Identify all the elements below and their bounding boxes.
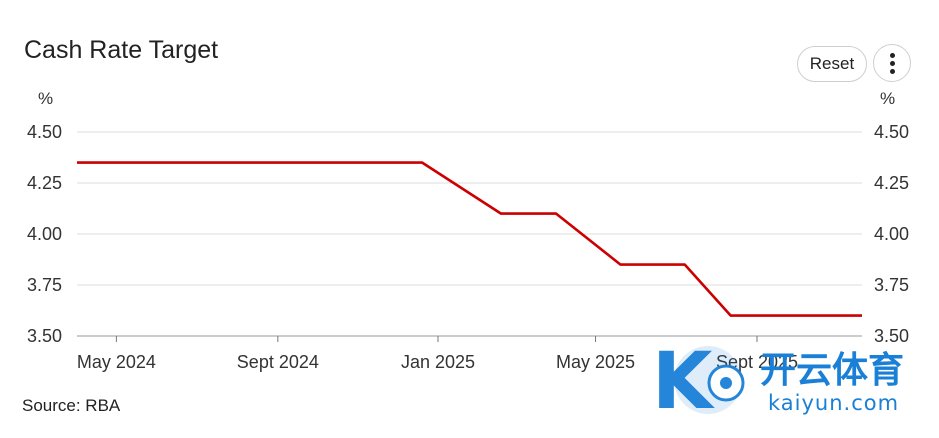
reset-button[interactable]: Reset: [797, 46, 867, 82]
y-tick-label-left: 3.50: [27, 326, 62, 346]
right-unit-label: %: [880, 89, 895, 108]
y-tick-label-left: 4.50: [27, 122, 62, 142]
left-unit-label: %: [38, 89, 53, 108]
x-tick-label: Sept 2024: [237, 352, 319, 372]
x-tick-label: Sept 2025: [716, 352, 798, 372]
source-note: Source: RBA: [22, 396, 121, 415]
y-tick-label-right: 3.75: [874, 275, 909, 295]
x-tick-label: Jan 2025: [401, 352, 475, 372]
x-tick-label: May 2025: [556, 352, 635, 372]
x-tick-label: May 2024: [77, 352, 156, 372]
y-tick-label-left: 3.75: [27, 275, 62, 295]
y-tick-label-right: 3.50: [874, 326, 909, 346]
cash-rate-line: [77, 161, 862, 317]
more-vert-icon: [889, 52, 895, 74]
y-tick-label-right: 4.25: [874, 173, 909, 193]
y-tick-label-right: 4.00: [874, 224, 909, 244]
more-options-button[interactable]: [873, 44, 911, 82]
y-tick-label-left: 4.25: [27, 173, 62, 193]
y-tick-label-right: 4.50: [874, 122, 909, 142]
y-tick-label-left: 4.00: [27, 224, 62, 244]
chart-title: Cash Rate Target: [24, 36, 219, 64]
